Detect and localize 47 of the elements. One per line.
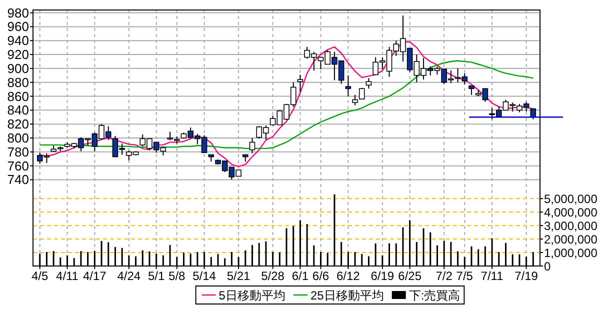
y-tick-label: 940 — [7, 33, 29, 48]
y-tick-label: 920 — [7, 47, 29, 62]
y-tick-label: 960 — [7, 19, 29, 34]
x-tick-label: 4/5 — [32, 269, 49, 283]
y2-tick-label: 1,000,000 — [544, 246, 598, 260]
y-tick-label: 800 — [7, 130, 29, 146]
x-tick-label: 5/21 — [226, 269, 251, 283]
x-tick-label: 6/25 — [398, 269, 422, 283]
y-tick-label: 900 — [7, 60, 29, 76]
candlestick — [468, 85, 474, 96]
x-tick-label: 6/6 — [312, 269, 330, 283]
y2-tick-label: 0 — [544, 260, 551, 274]
candlestick — [249, 138, 256, 154]
x-tick-label: 5/1 — [148, 269, 165, 283]
x-tick-label: 5/14 — [192, 269, 216, 283]
candlestick — [366, 78, 372, 90]
candlestick — [297, 74, 304, 93]
y-tick-label: 820 — [7, 116, 29, 132]
candlestick — [530, 108, 536, 120]
y-tick-label: 840 — [7, 102, 29, 118]
x-tick-label: 7/19 — [514, 269, 538, 283]
legend-label: 5日移動平均 — [218, 288, 286, 302]
x-tick-label: 4/24 — [117, 269, 141, 283]
y-tick-label: 760 — [7, 158, 29, 174]
x-tick-label: 6/19 — [370, 269, 394, 283]
x-tick-label: 5/8 — [168, 269, 186, 283]
x-tick-label: 5/28 — [261, 269, 285, 283]
x-tick-label: 6/1 — [292, 269, 309, 283]
y2-tick-label: 2,000,000 — [544, 232, 598, 247]
x-tick-label: 4/11 — [56, 269, 79, 283]
y2-tick-label: 3,000,000 — [544, 219, 598, 234]
y-tick-label: 860 — [7, 88, 29, 104]
y2-tick-label: 5,000,000 — [544, 192, 598, 206]
y2-tick-label: 4,000,000 — [544, 206, 598, 220]
y-tick-label: 740 — [7, 172, 29, 188]
candlestick — [352, 94, 358, 106]
y-tick-label: 780 — [7, 144, 29, 160]
x-tick-label: 4/17 — [82, 269, 107, 283]
x-tick-label: 7/2 — [436, 269, 453, 283]
y-tick-label: 880 — [7, 74, 29, 90]
x-tick-label: 6/12 — [336, 269, 360, 283]
x-tick-label: 7/11 — [480, 269, 504, 283]
x-tick-label: 7/5 — [456, 269, 474, 283]
legend-label: 下:売買高 — [408, 288, 460, 302]
y-tick-label: 980 — [7, 5, 29, 20]
legend-label: 25日移動平均 — [310, 288, 384, 302]
candlestick — [345, 74, 352, 97]
